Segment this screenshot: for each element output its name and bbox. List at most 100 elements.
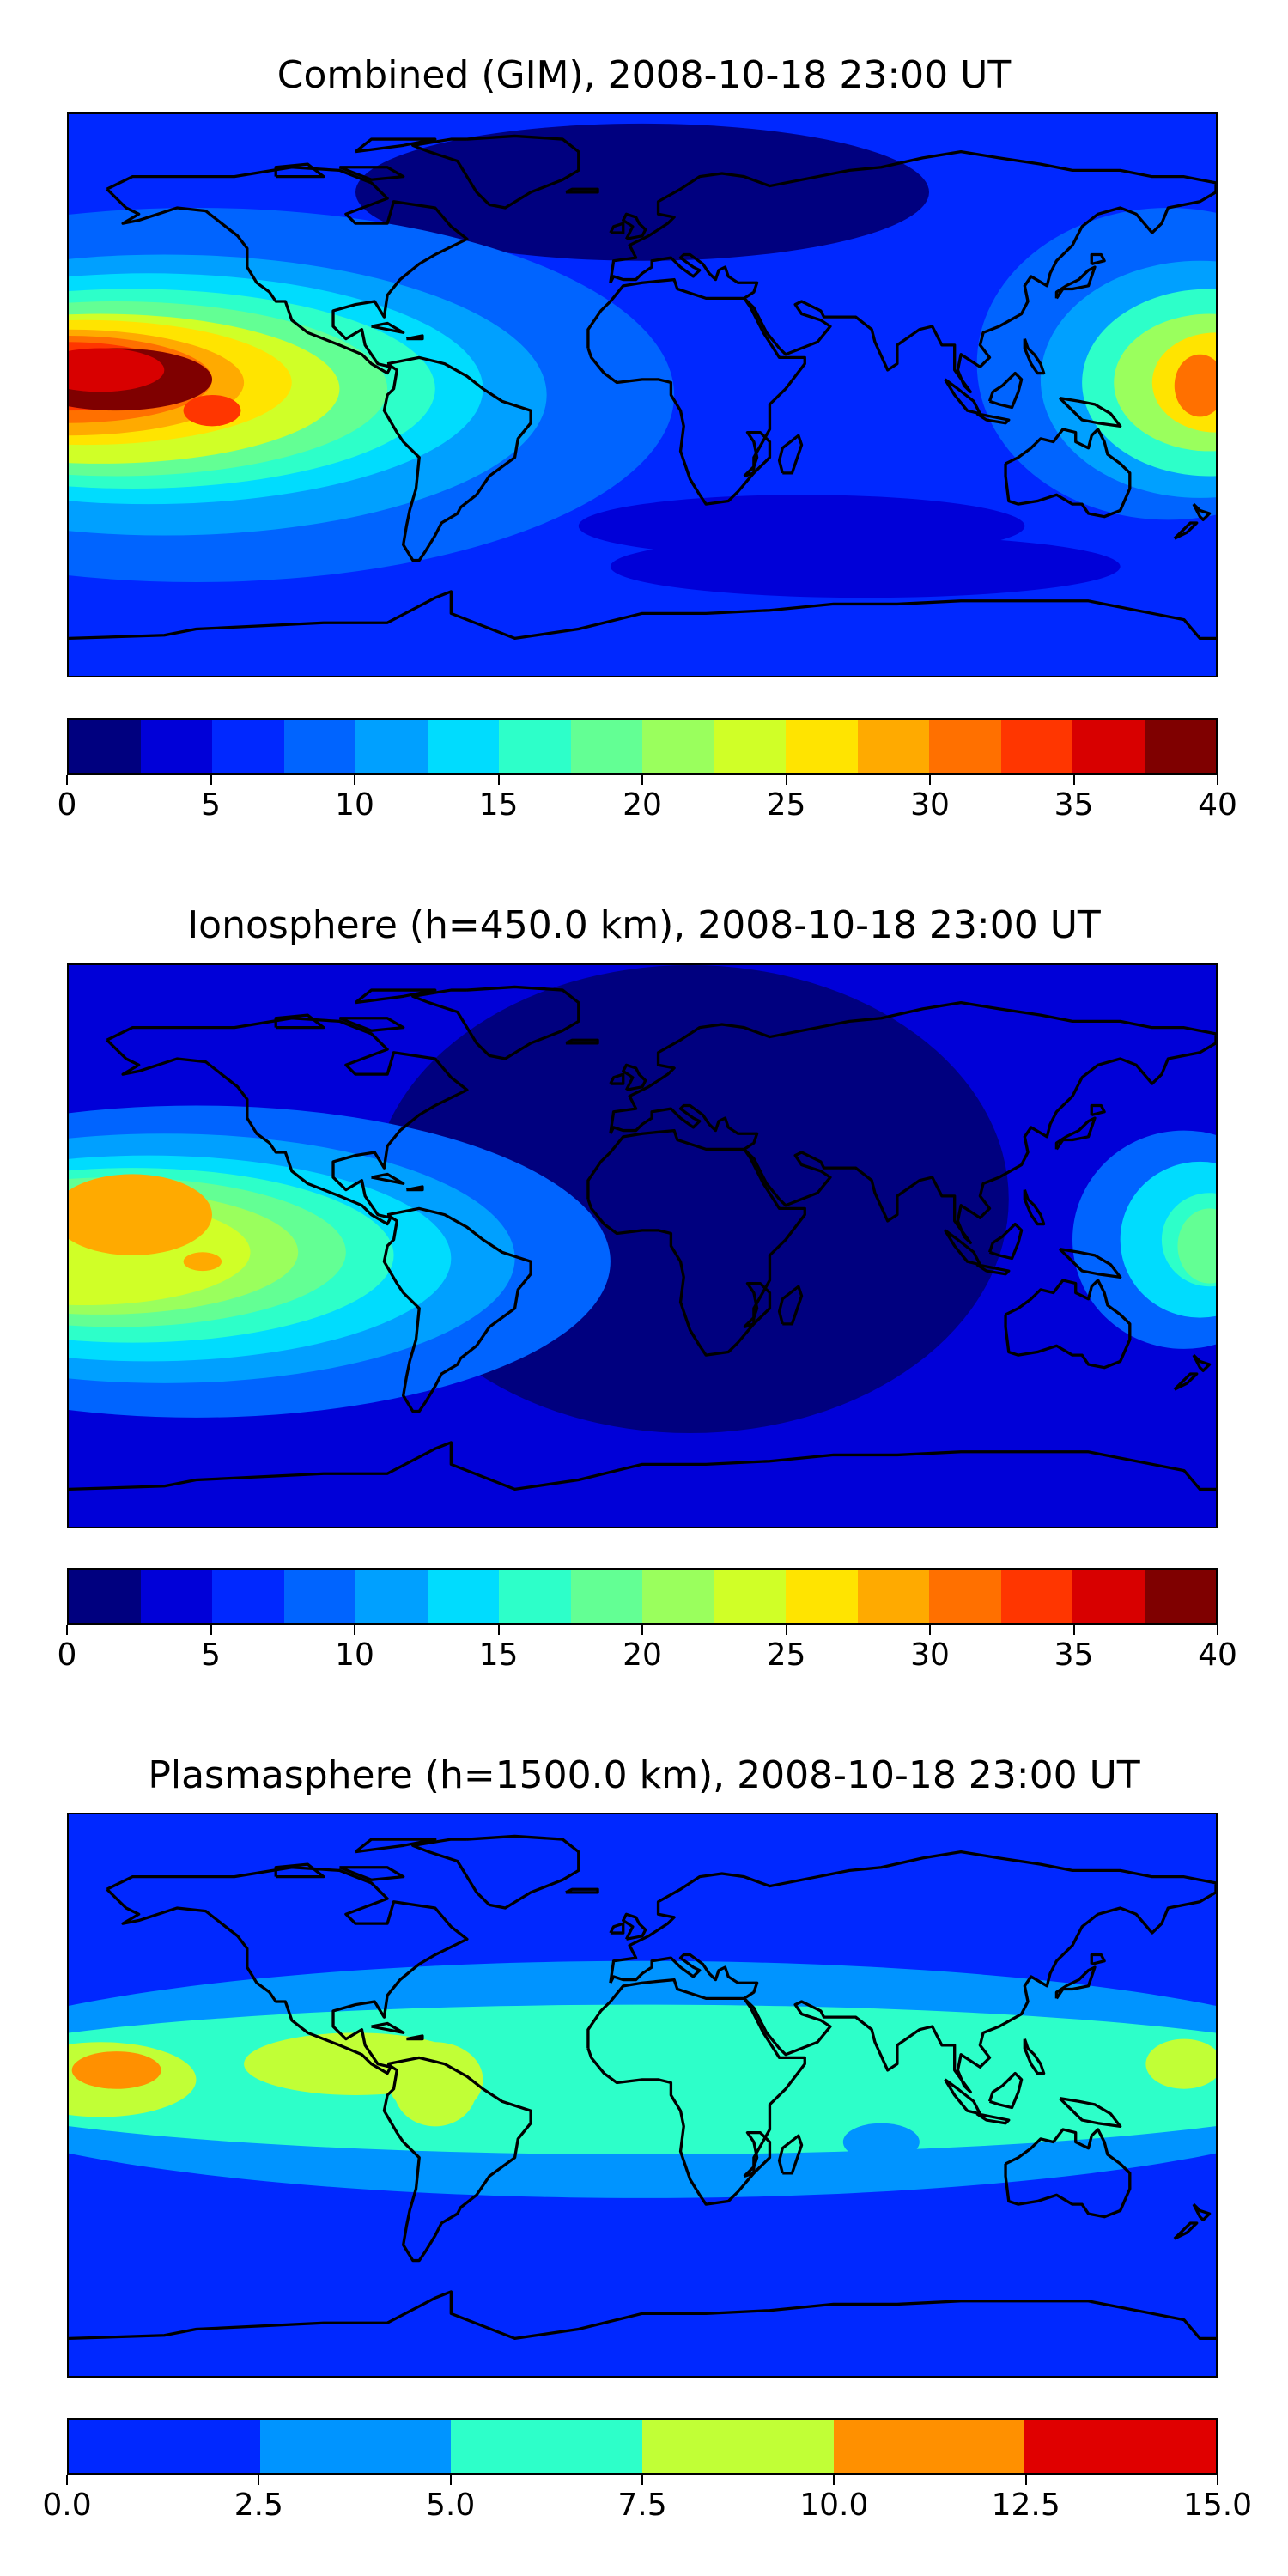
tec-map-ionosphere bbox=[69, 965, 1216, 1527]
coastline bbox=[743, 1281, 772, 1329]
colorbar-tick-label: 5.0 bbox=[426, 2488, 476, 2523]
colorbar-segment bbox=[1000, 720, 1072, 773]
coastline bbox=[406, 334, 424, 341]
colorbar-segment bbox=[499, 1570, 571, 1623]
colorbar-segment bbox=[355, 720, 428, 773]
coastline bbox=[354, 1838, 437, 1854]
coastline bbox=[586, 1128, 806, 1357]
coastline bbox=[382, 2056, 532, 2263]
colorbar-tick-label: 40 bbox=[1198, 787, 1237, 823]
coastline bbox=[1004, 2128, 1132, 2219]
coastline bbox=[975, 2112, 1011, 2125]
colorbar-segment bbox=[642, 2420, 834, 2473]
tec-map-plasmasphere bbox=[69, 1814, 1216, 2376]
colorbar-segment bbox=[69, 720, 141, 773]
coastlines bbox=[69, 134, 1216, 641]
coastline bbox=[975, 412, 1011, 425]
coastline bbox=[1054, 1965, 1097, 2000]
coastline bbox=[406, 1185, 424, 1192]
coastline bbox=[338, 1866, 405, 1881]
coastline bbox=[406, 2034, 424, 2041]
coastline bbox=[1090, 1953, 1106, 1965]
colorbar-segment bbox=[1072, 1570, 1145, 1623]
colorbar-segment bbox=[714, 1570, 786, 1623]
coastline bbox=[69, 590, 1216, 641]
colorbar-combined bbox=[67, 718, 1218, 775]
colorbar-segment bbox=[929, 720, 1001, 773]
colorbar-segment bbox=[1000, 1570, 1072, 1623]
coastline bbox=[106, 166, 469, 375]
colorbar-segment bbox=[786, 1570, 858, 1623]
coastline bbox=[1004, 428, 1132, 519]
coastline bbox=[69, 2290, 1216, 2341]
colorbar-tick-label: 5 bbox=[201, 787, 221, 823]
colorbar-segment bbox=[642, 1570, 714, 1623]
colorbar-segment bbox=[69, 1570, 141, 1623]
coastline bbox=[354, 988, 437, 1005]
tec-hotspot bbox=[69, 1174, 212, 1255]
tec-hotspot bbox=[1174, 354, 1216, 417]
coastline bbox=[609, 1850, 1216, 2094]
coastline bbox=[1023, 1189, 1046, 1226]
coastline bbox=[411, 1834, 580, 1910]
colorbar-segment bbox=[69, 2420, 260, 2473]
coastline bbox=[1090, 1103, 1106, 1116]
tec-hotspot bbox=[1177, 1208, 1216, 1284]
coastline bbox=[777, 434, 804, 475]
colorbar-tick-label: 15 bbox=[478, 1637, 519, 1673]
coastline bbox=[987, 371, 1024, 410]
coastline bbox=[106, 1017, 469, 1226]
coastline bbox=[1173, 2221, 1199, 2240]
colorbar-segment bbox=[212, 720, 284, 773]
map-plasmasphere bbox=[67, 1813, 1218, 2378]
coastline bbox=[1058, 2097, 1122, 2128]
coastline bbox=[274, 1862, 325, 1879]
colorbar-tick-label: 0 bbox=[57, 787, 77, 823]
colorbar-segment bbox=[140, 720, 212, 773]
colorbar-segment bbox=[570, 720, 642, 773]
coastline bbox=[371, 321, 405, 334]
coastlines bbox=[69, 985, 1216, 1492]
coastline bbox=[69, 1441, 1216, 1492]
coastline bbox=[354, 137, 437, 154]
panel-title: Ionosphere (h=450.0 km), 2008-10-18 23:0… bbox=[187, 903, 1101, 947]
colorbar-segment bbox=[1144, 720, 1216, 773]
coastline bbox=[1023, 338, 1046, 375]
coastline bbox=[609, 149, 1216, 394]
coastline bbox=[1058, 1248, 1122, 1279]
colorbar-tick-label: 10.0 bbox=[799, 2488, 869, 2523]
coastline bbox=[1023, 2038, 1046, 2075]
colorbar-ticks-ionosphere: 0 5 10 15 20 25 30 35 40 bbox=[58, 1625, 1237, 1676]
map-ionosphere bbox=[67, 963, 1218, 1528]
colorbar-segment bbox=[714, 720, 786, 773]
colorbar-tick-label: 15 bbox=[478, 787, 519, 823]
coastline bbox=[609, 1072, 625, 1085]
colorbar-tick-label: 5 bbox=[201, 1637, 221, 1673]
tec-hotspot bbox=[183, 395, 241, 427]
colorbar-ionosphere bbox=[67, 1568, 1218, 1625]
coastline bbox=[338, 1017, 405, 1032]
colorbar-segment bbox=[929, 1570, 1001, 1623]
tec-contour bbox=[842, 2123, 920, 2161]
coastlines bbox=[69, 1834, 1216, 2341]
coastline bbox=[106, 1866, 469, 2075]
coastline bbox=[777, 1285, 804, 1326]
coastline bbox=[1090, 252, 1106, 265]
coastline bbox=[586, 1978, 806, 2206]
coastline bbox=[622, 1912, 647, 1941]
coastline bbox=[338, 166, 405, 181]
tec-contour bbox=[578, 495, 1025, 557]
colorbar-tick-label: 15.0 bbox=[1182, 2488, 1253, 2523]
colorbar-tick-label: 30 bbox=[910, 1637, 950, 1673]
coastline bbox=[371, 1172, 405, 1185]
colorbar-segment bbox=[283, 1570, 355, 1623]
coastline bbox=[743, 430, 772, 478]
tec-hotspot bbox=[1145, 2038, 1216, 2089]
coastline bbox=[1173, 521, 1199, 540]
coastline bbox=[411, 134, 580, 210]
colorbar-segment bbox=[786, 720, 858, 773]
colorbar-tick-label: 35 bbox=[1054, 1637, 1094, 1673]
tec-hotspot bbox=[71, 2051, 161, 2089]
tec-hotspot bbox=[183, 1252, 222, 1272]
colorbar-tick-label: 25 bbox=[766, 787, 806, 823]
